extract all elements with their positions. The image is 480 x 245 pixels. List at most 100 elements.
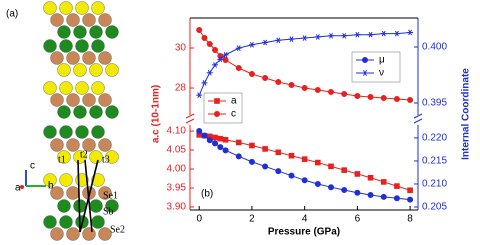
atom <box>43 81 57 95</box>
marker <box>217 135 224 142</box>
x-axis-label: Pressure (GPa) <box>268 227 340 238</box>
atom <box>91 125 105 139</box>
atom-label: Sb <box>103 206 114 217</box>
atom <box>73 105 87 119</box>
axis-break <box>413 118 423 124</box>
marker <box>196 127 203 134</box>
y2-tick-label: 0.395 <box>422 98 447 109</box>
atom <box>66 51 80 65</box>
y2-axis-label: Internal Coordinate <box>461 68 472 160</box>
marker <box>288 152 295 159</box>
atom <box>82 227 96 241</box>
y2-tick-label: 0.220 <box>422 133 447 144</box>
legend-marker <box>362 57 368 63</box>
y-tick-label: 3.95 <box>167 183 187 194</box>
marker <box>367 31 374 38</box>
atom <box>105 199 119 213</box>
marker <box>314 87 321 93</box>
x-tick-label: 8 <box>407 214 413 225</box>
atom <box>75 81 89 95</box>
bond-line <box>77 159 81 233</box>
atom <box>43 39 57 53</box>
atom <box>50 13 64 27</box>
y2-tick-label: 0.205 <box>422 202 447 213</box>
atom <box>91 173 105 187</box>
panel-label: (a) <box>6 9 18 20</box>
y-tick-label: 3.90 <box>167 202 187 213</box>
marker <box>248 158 255 165</box>
x-tick-label: 4 <box>302 214 308 225</box>
marker <box>380 30 387 37</box>
atom <box>105 105 119 119</box>
atom <box>75 39 89 53</box>
marker <box>301 177 308 184</box>
marker <box>222 52 229 58</box>
atom <box>75 125 89 139</box>
legend-box <box>351 51 401 83</box>
atom <box>59 39 73 53</box>
legend-marker <box>214 111 220 117</box>
marker <box>262 146 268 152</box>
atom <box>105 63 119 77</box>
y-tick-label: 30 <box>175 43 187 54</box>
marker <box>301 85 308 91</box>
y2-tick-label: 0.215 <box>422 156 447 167</box>
atom <box>98 51 112 65</box>
marker <box>354 93 361 99</box>
y2-tick-label: 0.400 <box>422 42 447 53</box>
legend-label: ν <box>379 68 384 79</box>
marker <box>354 31 361 38</box>
atom <box>73 25 87 39</box>
atom <box>82 93 96 107</box>
marker <box>301 156 308 162</box>
y2-tick-label: 0.210 <box>422 179 447 190</box>
atom <box>73 150 87 164</box>
legend-label: a <box>231 96 237 107</box>
legend-box <box>203 92 243 124</box>
atom <box>105 150 119 164</box>
atom <box>59 125 73 139</box>
axis-label: b <box>48 181 54 192</box>
atom <box>91 215 105 229</box>
bond-line <box>79 159 99 233</box>
atom <box>91 39 105 53</box>
marker <box>393 30 400 37</box>
x-tick-label: 0 <box>196 214 202 225</box>
marker <box>275 37 282 44</box>
marker <box>380 179 387 185</box>
atom <box>89 63 103 77</box>
marker <box>248 71 255 77</box>
atom <box>91 81 105 95</box>
marker <box>367 174 374 181</box>
marker <box>217 144 224 151</box>
marker <box>341 32 348 39</box>
y-tick-label: 4.05 <box>167 145 187 156</box>
marker <box>367 192 374 199</box>
marker <box>201 80 208 86</box>
atom <box>50 138 64 152</box>
marker <box>341 186 348 193</box>
marker <box>407 29 414 36</box>
marker <box>248 41 255 48</box>
marker <box>315 159 321 166</box>
marker <box>288 82 295 88</box>
atom <box>98 186 112 200</box>
atom <box>82 13 96 27</box>
marker <box>212 140 219 147</box>
axis-arrow <box>20 185 24 189</box>
atom <box>43 173 57 187</box>
atom <box>57 150 71 164</box>
atom <box>73 63 87 77</box>
atom <box>43 125 57 139</box>
marker <box>275 79 282 85</box>
atom <box>50 227 64 241</box>
atom <box>57 199 71 213</box>
marker <box>206 41 213 47</box>
atom <box>57 105 71 119</box>
atom <box>43 1 57 15</box>
atom <box>59 173 73 187</box>
atom <box>66 227 80 241</box>
marker <box>206 137 213 144</box>
atom <box>75 1 89 15</box>
marker <box>262 163 269 170</box>
